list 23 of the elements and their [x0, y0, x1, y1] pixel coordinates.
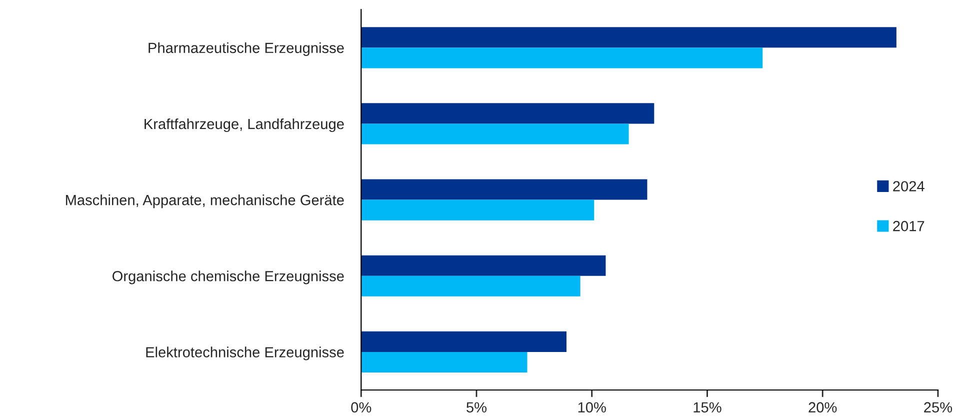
y-tick-label: Kraftfahrzeuge, Landfahrzeuge [144, 118, 344, 132]
bar [361, 124, 629, 144]
bar [361, 179, 648, 200]
legend-label: 2017 [893, 220, 924, 232]
bar [361, 352, 528, 372]
x-tick-label: 0% [351, 402, 372, 413]
x-tick-label: 10% [578, 402, 606, 413]
x-tick-label: 15% [694, 402, 722, 413]
bar [361, 48, 763, 68]
x-tick-label: 5% [466, 402, 487, 413]
y-tick-label: Maschinen, Apparate, mechanische Geräte [66, 194, 344, 208]
bar [361, 331, 566, 352]
y-tick-label: Organische chemische Erzeugnisse [112, 270, 344, 284]
legend-label: 2024 [893, 181, 924, 192]
bar [361, 276, 580, 296]
y-tick-label: Pharmazeutische Erzeugnisse [148, 42, 344, 56]
x-tick-label: 20% [808, 402, 837, 413]
bar [361, 255, 606, 276]
bar [361, 200, 594, 220]
x-tick-label: 25% [924, 402, 952, 413]
y-tick-label: Elektrotechnische Erzeugnisse [146, 346, 344, 360]
bar [361, 27, 896, 48]
bar [361, 103, 654, 124]
